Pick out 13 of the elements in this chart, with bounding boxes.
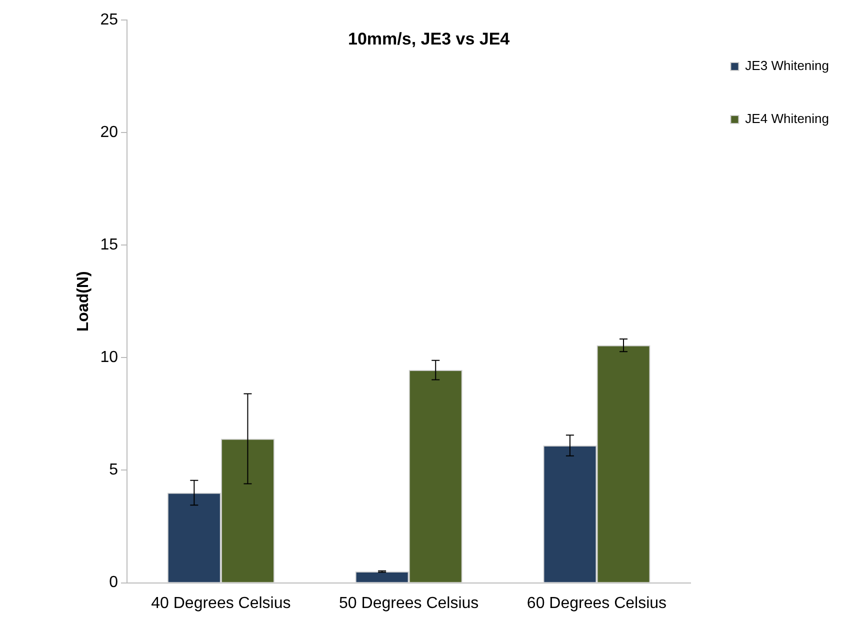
y-tick-label: 5 bbox=[109, 462, 118, 479]
x-tick-label: 60 Degrees Celsius bbox=[526, 594, 667, 612]
legend-label: JE3 Whitening bbox=[745, 58, 830, 74]
x-tick-label: 50 Degrees Celsius bbox=[339, 594, 479, 612]
y-axis-title: Load(N) bbox=[75, 271, 92, 332]
text: 10mm/s, JE3 vs JE4 bbox=[348, 30, 510, 49]
y-tick-label: 25 bbox=[100, 11, 118, 28]
y-tick-label: 15 bbox=[100, 236, 118, 254]
x-tick-label: 40 Degrees Celsius bbox=[151, 594, 291, 612]
y-tick-label: 0 bbox=[109, 574, 118, 592]
y-tick-label: 10 bbox=[100, 349, 118, 366]
y-tick-label: 20 bbox=[100, 124, 118, 141]
legend-label: JE4 Whitening bbox=[745, 111, 830, 126]
